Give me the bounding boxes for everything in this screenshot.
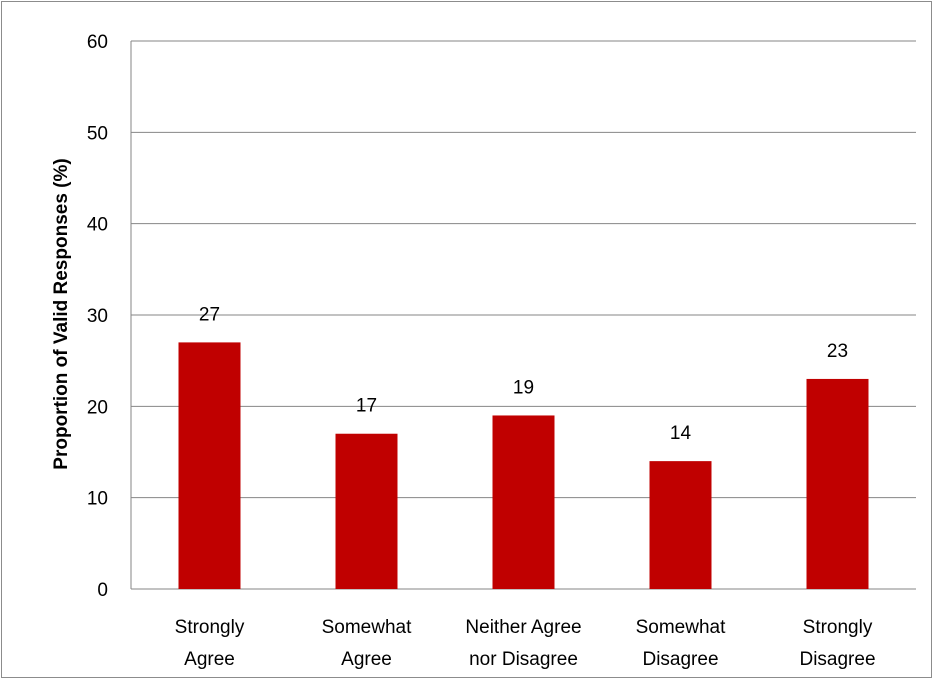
bar	[178, 342, 241, 589]
y-tick-label: 0	[97, 580, 108, 601]
x-category-label: nor Disagree	[469, 649, 578, 670]
x-category-label: Strongly	[803, 617, 873, 638]
bar	[806, 378, 869, 589]
x-category-label: Disagree	[799, 649, 875, 670]
y-tick-label: 60	[87, 32, 108, 53]
x-category-label: Disagree	[642, 649, 718, 670]
data-label: 23	[827, 341, 848, 362]
x-category-label: Agree	[341, 649, 392, 670]
bars	[178, 342, 869, 589]
bar	[492, 415, 555, 589]
data-label: 19	[513, 377, 534, 398]
data-label: 17	[356, 396, 377, 417]
y-axis-title: Proportion of Valid Responses (%)	[51, 158, 72, 469]
y-tick-label: 10	[87, 489, 108, 510]
y-axis-ticks: 0 10 20 30 40 50 60	[87, 32, 108, 601]
data-label: 27	[199, 304, 220, 325]
y-tick-label: 30	[87, 306, 108, 327]
x-category-label: Strongly	[175, 617, 245, 638]
data-label: 14	[670, 423, 692, 444]
y-tick-label: 40	[87, 215, 108, 236]
gridlines	[130, 40, 916, 590]
data-labels: 27 17 19 14 23	[199, 304, 848, 444]
bar	[335, 433, 398, 589]
x-category-label: Neither Agree	[465, 617, 581, 638]
x-category-label: Agree	[184, 649, 235, 670]
x-category-label: Somewhat	[636, 617, 726, 638]
bar	[649, 461, 712, 589]
y-tick-label: 50	[87, 123, 108, 144]
y-tick-label: 20	[87, 397, 108, 418]
x-axis-categories: Strongly Agree Somewhat Agree Neither Agree n…	[175, 617, 876, 670]
x-category-label: Somewhat	[322, 617, 412, 638]
